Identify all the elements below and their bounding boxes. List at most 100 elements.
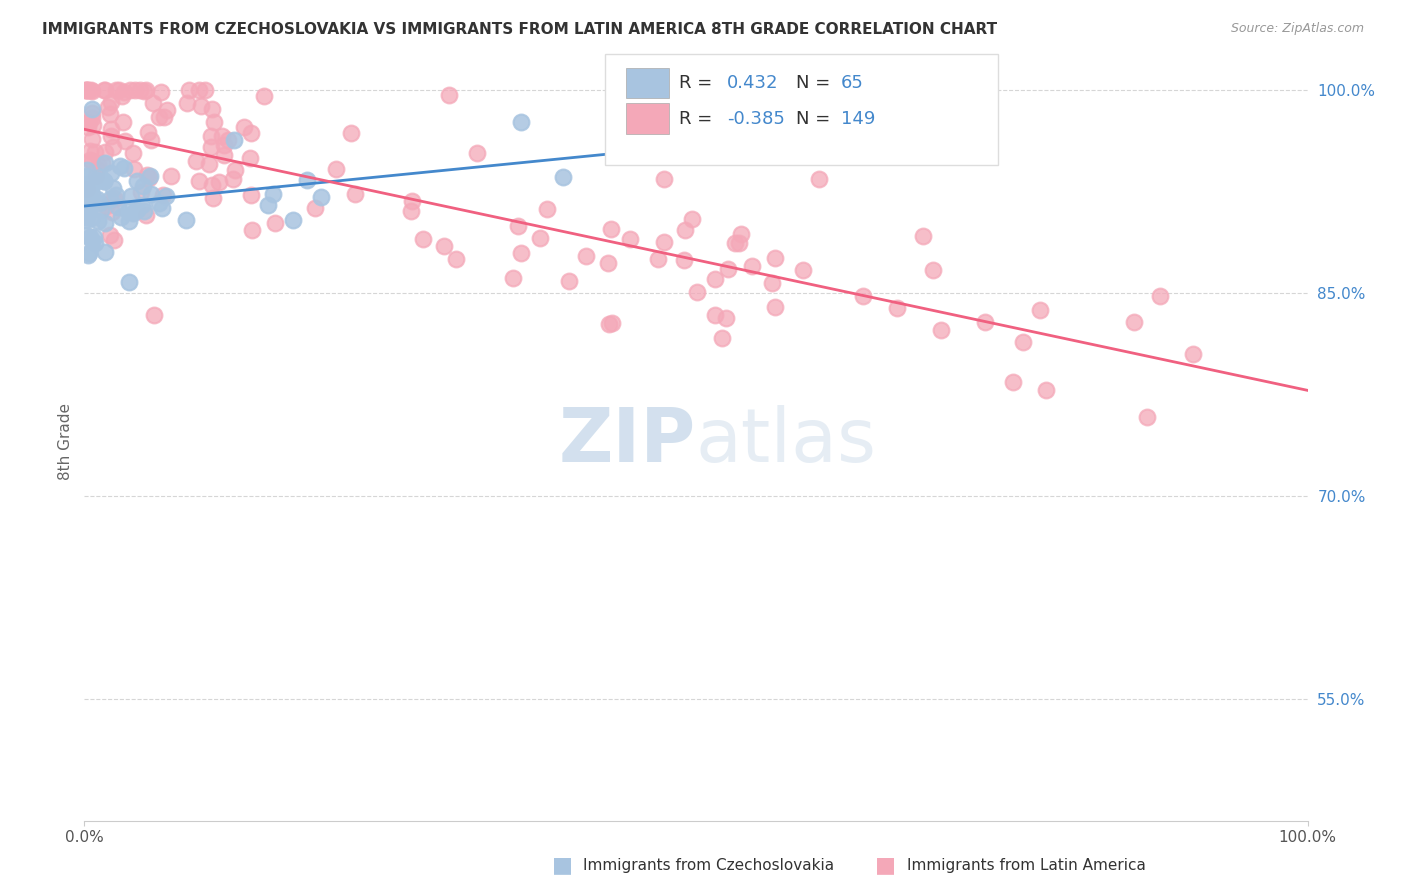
Point xyxy=(148,196,170,211)
Point xyxy=(136,125,159,139)
Point xyxy=(135,169,157,183)
Point xyxy=(214,138,236,153)
Point xyxy=(717,261,740,276)
Point xyxy=(619,231,641,245)
Point xyxy=(91,156,114,170)
Point xyxy=(703,272,725,286)
Point xyxy=(86,173,108,187)
Point xyxy=(730,227,752,241)
Point xyxy=(77,194,100,209)
Point xyxy=(139,187,162,202)
Point xyxy=(77,177,100,191)
Point xyxy=(80,111,103,125)
Point xyxy=(673,252,696,267)
Point xyxy=(76,169,98,184)
Point xyxy=(104,188,127,202)
Point xyxy=(808,171,831,186)
Point xyxy=(686,285,709,300)
Point xyxy=(114,134,136,148)
Point xyxy=(974,315,997,329)
Point xyxy=(100,122,122,136)
Point xyxy=(467,145,489,160)
Point xyxy=(886,301,908,316)
Point xyxy=(1122,315,1144,329)
Point xyxy=(153,110,176,124)
Point xyxy=(222,172,245,186)
Point xyxy=(75,82,97,96)
Text: R =: R = xyxy=(679,110,718,128)
Point xyxy=(79,230,101,244)
Point xyxy=(711,331,734,345)
Point xyxy=(208,175,231,189)
Point xyxy=(110,210,132,224)
Point xyxy=(89,170,111,185)
Point xyxy=(202,115,225,129)
Text: ZIP: ZIP xyxy=(558,405,696,478)
Point xyxy=(89,196,111,211)
Point xyxy=(93,173,115,187)
Point xyxy=(152,187,174,202)
Point xyxy=(401,194,423,208)
Text: ■: ■ xyxy=(876,855,896,875)
Point xyxy=(600,316,623,330)
Point xyxy=(80,103,103,117)
Point xyxy=(132,179,155,194)
Point xyxy=(343,186,366,201)
Point xyxy=(412,232,434,246)
Text: N =: N = xyxy=(796,74,835,92)
Point xyxy=(80,211,103,225)
Point xyxy=(200,128,222,143)
Point xyxy=(401,204,423,219)
Point xyxy=(122,205,145,219)
Point xyxy=(262,186,284,201)
Point xyxy=(142,308,165,322)
Point xyxy=(110,160,132,174)
Point xyxy=(75,203,97,218)
Point xyxy=(446,252,468,266)
Point xyxy=(1149,289,1171,303)
Point xyxy=(1001,375,1024,389)
Point xyxy=(536,202,558,216)
Point xyxy=(135,82,157,96)
Point xyxy=(98,192,121,206)
Point xyxy=(142,95,165,110)
Text: R =: R = xyxy=(679,74,718,92)
Point xyxy=(100,95,122,110)
Point xyxy=(138,171,160,186)
Point xyxy=(107,200,129,214)
Point xyxy=(120,82,142,96)
Point xyxy=(198,156,221,170)
Point xyxy=(79,153,101,167)
Point xyxy=(82,132,104,146)
Point xyxy=(852,288,875,302)
Point xyxy=(506,219,529,233)
Point xyxy=(304,201,326,215)
Point xyxy=(94,216,117,230)
Point xyxy=(80,153,103,168)
Point xyxy=(80,84,103,98)
Point xyxy=(103,233,125,247)
Point xyxy=(82,118,104,132)
Point xyxy=(128,82,150,96)
Point xyxy=(252,89,274,103)
Point xyxy=(652,172,675,186)
Point xyxy=(86,162,108,177)
Point xyxy=(264,215,287,229)
Point xyxy=(79,144,101,158)
Point xyxy=(117,214,139,228)
Text: -0.385: -0.385 xyxy=(727,110,785,128)
Point xyxy=(510,246,533,260)
Point xyxy=(97,100,120,114)
Point xyxy=(190,99,212,113)
Point xyxy=(792,262,814,277)
Point xyxy=(93,145,115,159)
Point xyxy=(647,252,669,266)
Point xyxy=(101,205,124,219)
Point xyxy=(111,115,134,129)
Point xyxy=(239,151,262,165)
Point xyxy=(509,115,531,129)
Point xyxy=(598,318,620,332)
Point xyxy=(174,212,197,227)
Point xyxy=(98,228,121,243)
Point xyxy=(502,271,524,285)
